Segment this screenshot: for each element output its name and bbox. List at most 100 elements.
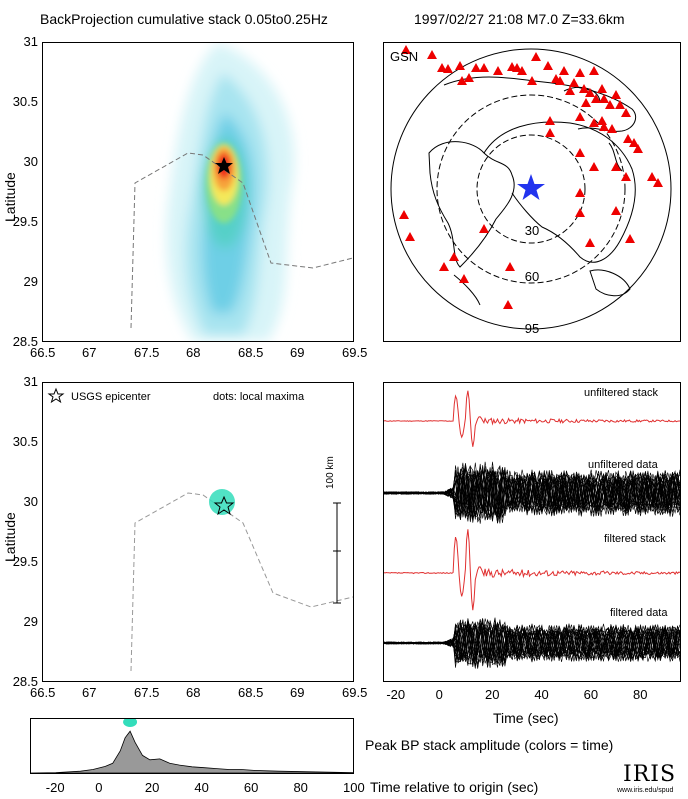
bottom-map-ytick: 30.5: [12, 434, 38, 449]
traces-xtick: 20: [485, 687, 500, 702]
station-triangle: [591, 94, 601, 103]
station-triangle: [543, 61, 553, 70]
globe-svg: 30 60 95: [390, 45, 672, 336]
station-triangle: [625, 234, 635, 243]
bottom-map-panel: USGS epicenter dots: local maxima 100 km: [42, 382, 354, 682]
station-triangle: [621, 172, 631, 181]
bottom-map-ytick: 29: [23, 614, 38, 629]
station-triangle: [545, 116, 555, 125]
trace-label-filtered-data: filtered data: [610, 607, 668, 619]
station-triangle: [597, 116, 607, 125]
station-triangle: [575, 68, 585, 77]
traces-xlabel: Time (sec): [493, 710, 559, 726]
station-triangle: [653, 178, 663, 187]
top-map-xtick: 69: [290, 345, 305, 360]
unfiltered-stack-trace: [384, 390, 680, 447]
traces-xtick: 0: [435, 687, 443, 702]
unfiltered-data-trace: [384, 466, 680, 523]
unfiltered-data-trace: [384, 469, 680, 524]
amplitude-xtick: 40: [194, 780, 209, 795]
bottom-map-xtick: 68.5: [238, 685, 264, 700]
station-triangle: [597, 84, 607, 93]
station-triangle: [443, 64, 453, 73]
station-triangle: [527, 76, 537, 85]
station-triangle: [517, 66, 527, 75]
globe-ring-30: [476, 134, 586, 244]
heatmap-svg: [130, 43, 353, 341]
station-triangle: [493, 66, 503, 75]
trace-label-filtered-stack: filtered stack: [604, 533, 666, 545]
coastlines: [428, 76, 637, 306]
amplitude-peak-marker: [123, 719, 138, 727]
bottom-map-xtick: 68: [186, 685, 201, 700]
bottom-map-ytick: 28.5: [12, 674, 38, 689]
station-triangle: [575, 208, 585, 217]
station-triangle: [565, 86, 575, 95]
amplitude-panel: [30, 718, 354, 774]
station-triangle: [471, 63, 481, 72]
top-map-ytick: 30.5: [12, 94, 38, 109]
filtered-data-trace: [384, 621, 680, 662]
station-triangle: [585, 88, 595, 97]
bottom-map-ytick: 29.5: [12, 554, 38, 569]
station-triangle: [479, 224, 489, 233]
station-triangle: [581, 98, 591, 107]
station-triangle: [607, 124, 617, 133]
bottom-map-xtick: 67: [82, 685, 97, 700]
traces-xtick: 40: [534, 687, 549, 702]
ring-label-95: 95: [525, 321, 539, 336]
border-line-top: [130, 152, 353, 329]
station-triangle: [623, 134, 633, 143]
traces-xtick: 60: [583, 687, 599, 702]
amplitude-xtick: 80: [293, 780, 308, 795]
station-triangle: [611, 206, 621, 215]
amplitude-xtick: 20: [144, 780, 160, 795]
scale-bar-label: 100 km: [325, 456, 336, 489]
top-map-ytick: 29: [23, 274, 38, 289]
station-triangle: [505, 262, 515, 271]
bottom-map-xtick: 67.5: [134, 685, 160, 700]
trace-label-unfiltered-data: unfiltered data: [588, 459, 658, 471]
scale-bar: [333, 502, 341, 604]
station-triangle: [455, 61, 465, 70]
network-label: GSN: [390, 49, 419, 64]
globe-outer-circle: [390, 48, 672, 330]
station-triangle: [512, 63, 522, 72]
bottom-map-xtick: 69.5: [342, 685, 368, 700]
station-triangle: [457, 76, 467, 85]
station-triangle: [449, 252, 459, 261]
station-triangle: [589, 118, 599, 127]
station-triangle: [575, 112, 585, 121]
station-triangle: [559, 66, 569, 75]
amplitude-xtick: 100: [343, 780, 365, 795]
legend-dots: dots: local maxima: [213, 391, 305, 403]
station-triangle: [611, 90, 621, 99]
station-triangle: [531, 52, 541, 61]
station-triangle: [401, 45, 411, 54]
top-heatmap-panel: [42, 42, 354, 342]
trace-label-unfiltered-stack: unfiltered stack: [584, 387, 658, 399]
station-triangle: [605, 100, 615, 109]
ring-label-30: 30: [525, 223, 539, 238]
station-triangle: [405, 232, 415, 241]
station-triangle: [575, 148, 585, 157]
globe-panel: 30 60 95 GSN: [383, 42, 681, 342]
station-triangle: [647, 172, 657, 181]
legend-epicenter: USGS epicenter: [71, 391, 151, 403]
plot-title: BackProjection cumulative stack 0.05to0.…: [40, 11, 328, 27]
amplitude-caption: Peak BP stack amplitude (colors = time): [365, 737, 614, 753]
top-map-xtick: 69.5: [342, 345, 368, 360]
station-triangle: [459, 274, 469, 283]
station-triangle: [629, 138, 639, 147]
event-info: 1997/02/27 21:08 M7.0 Z=33.6km: [414, 11, 625, 27]
station-triangle: [569, 78, 579, 87]
traces-xtick: 80: [633, 687, 648, 702]
amplitude-area: [31, 730, 353, 773]
amplitude-svg: [31, 719, 353, 773]
station-triangle: [633, 144, 643, 153]
top-map-xtick: 68.5: [238, 345, 264, 360]
ring-label-60: 60: [525, 269, 539, 284]
epicenter-star-globe: [517, 174, 545, 200]
bottom-map-xtick: 66.5: [30, 685, 56, 700]
top-map-xtick: 67.5: [134, 345, 160, 360]
